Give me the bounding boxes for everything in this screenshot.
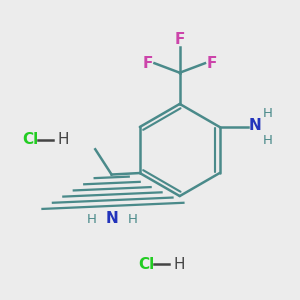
- Text: H: H: [57, 132, 69, 147]
- Text: H: H: [173, 257, 185, 272]
- Text: N: N: [249, 118, 262, 133]
- Text: H: H: [87, 213, 97, 226]
- Text: H: H: [263, 107, 273, 120]
- Text: F: F: [206, 56, 217, 71]
- Text: H: H: [127, 213, 137, 226]
- Text: F: F: [175, 32, 185, 46]
- Text: F: F: [142, 56, 153, 71]
- Text: Cl: Cl: [22, 132, 38, 147]
- Text: H: H: [263, 134, 273, 146]
- Text: N: N: [105, 211, 118, 226]
- Text: Cl: Cl: [138, 257, 154, 272]
